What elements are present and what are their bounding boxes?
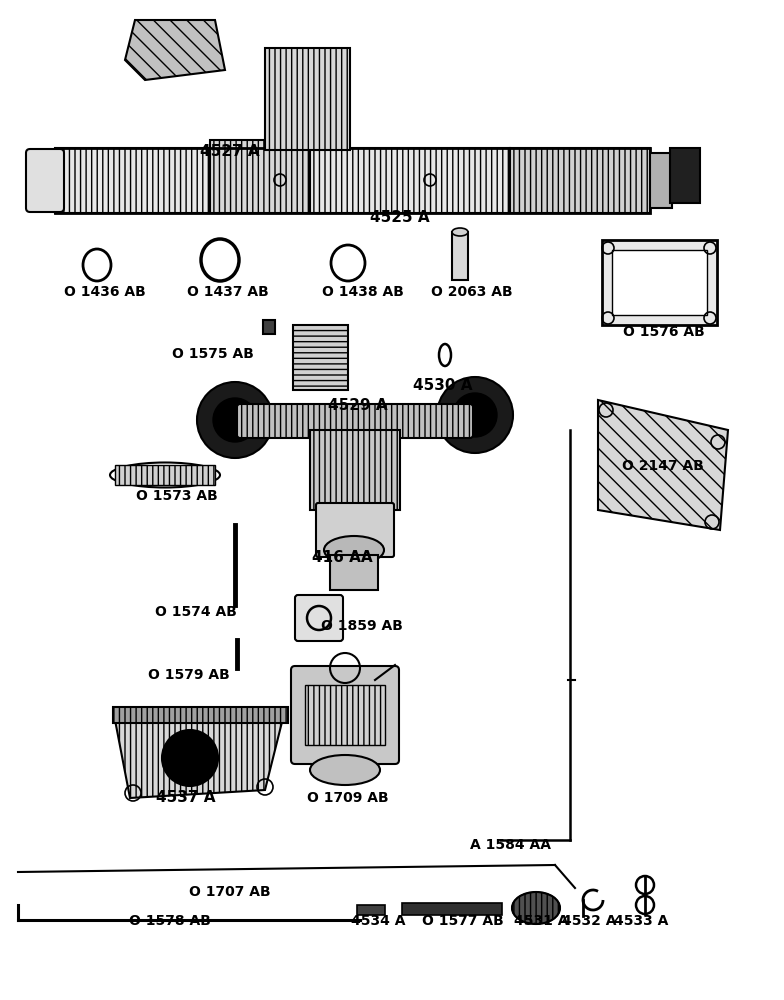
Text: O 1707 AB: O 1707 AB (189, 885, 270, 899)
Bar (310, 148, 510, 213)
FancyBboxPatch shape (295, 595, 343, 641)
Text: O 1578 AB: O 1578 AB (129, 914, 211, 928)
Bar (330, 555, 378, 590)
Circle shape (162, 730, 218, 786)
Text: O 1575 AB: O 1575 AB (172, 347, 254, 361)
Bar (55, 148, 210, 213)
Bar (510, 148, 650, 213)
Bar (612, 250, 707, 315)
Polygon shape (598, 400, 728, 530)
Text: O 1574 AB: O 1574 AB (155, 605, 237, 619)
FancyBboxPatch shape (316, 503, 394, 557)
Bar (265, 48, 350, 150)
Bar (293, 325, 348, 390)
Ellipse shape (512, 892, 560, 924)
Bar (115, 465, 215, 485)
Polygon shape (125, 20, 225, 80)
Text: 4527 A: 4527 A (200, 144, 260, 159)
Text: O 1859 AB: O 1859 AB (321, 619, 403, 633)
Text: O 2063 AB: O 2063 AB (431, 285, 513, 299)
FancyBboxPatch shape (291, 666, 399, 764)
Bar (310, 430, 400, 510)
Bar (263, 320, 275, 334)
Bar (650, 153, 672, 208)
Text: O 1577 AB: O 1577 AB (422, 914, 504, 928)
Text: O 2147 AB: O 2147 AB (622, 459, 704, 473)
Text: O 1576 AB: O 1576 AB (623, 325, 705, 339)
Text: 4537 A: 4537 A (156, 790, 216, 806)
Ellipse shape (324, 536, 384, 564)
Text: O 1709 AB: O 1709 AB (307, 791, 389, 805)
Text: 4531 A: 4531 A (514, 914, 568, 928)
FancyBboxPatch shape (26, 149, 64, 212)
Circle shape (213, 398, 257, 442)
Text: 4532 A: 4532 A (562, 914, 616, 928)
Polygon shape (115, 710, 285, 798)
Ellipse shape (310, 755, 380, 785)
Bar (210, 140, 310, 213)
Bar (113, 707, 288, 723)
Text: 416 AA: 416 AA (312, 550, 372, 566)
Text: A 1584 AA: A 1584 AA (470, 838, 551, 852)
Text: 4530 A: 4530 A (413, 377, 473, 392)
Text: 4533 A: 4533 A (614, 914, 668, 928)
Text: 4525 A: 4525 A (370, 210, 430, 225)
Circle shape (437, 377, 513, 453)
Text: 4534 A: 4534 A (350, 914, 405, 928)
Text: O 1573 AB: O 1573 AB (136, 489, 218, 503)
FancyBboxPatch shape (237, 404, 473, 438)
Text: O 1579 AB: O 1579 AB (148, 668, 230, 682)
Text: 4529 A: 4529 A (328, 398, 388, 414)
Bar (402, 903, 502, 915)
Text: O 1437 AB: O 1437 AB (187, 285, 269, 299)
Circle shape (197, 382, 273, 458)
Circle shape (453, 393, 497, 437)
Text: O 1438 AB: O 1438 AB (322, 285, 404, 299)
Text: O 1436 AB: O 1436 AB (64, 285, 146, 299)
Ellipse shape (452, 228, 468, 236)
Bar (670, 148, 700, 203)
Bar (602, 240, 717, 325)
Bar (357, 905, 385, 915)
Bar (305, 685, 385, 745)
Bar (452, 232, 468, 280)
